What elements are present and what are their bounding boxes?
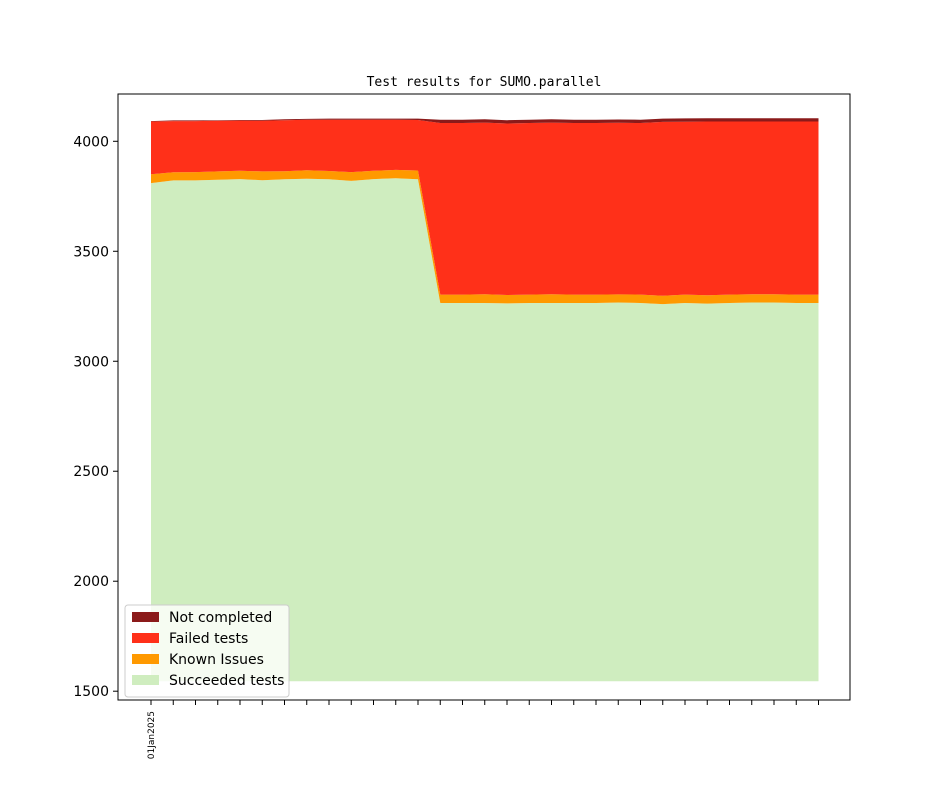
- legend-box: [124, 604, 290, 698]
- chart-title: Test results for SUMO.parallel: [367, 75, 602, 90]
- legend-label: Succeeded tests: [169, 673, 284, 689]
- area-succeeded-tests: [151, 178, 819, 682]
- legend: Not completed Failed tests Known Issues Suc…: [124, 604, 290, 698]
- area-failed-tests: [151, 119, 819, 296]
- y-tick-label: 4000: [73, 134, 109, 150]
- y-tick-label: 2000: [73, 574, 109, 590]
- legend-label: Known Issues: [169, 652, 264, 668]
- x-tick-label: 01Jan2025: [147, 711, 157, 759]
- x-axis: 01Jan2025: [147, 700, 819, 759]
- legend-swatch: [132, 654, 159, 664]
- y-tick-label: 2500: [73, 464, 109, 480]
- legend-label: Not completed: [169, 610, 272, 626]
- y-tick-label: 3000: [73, 354, 109, 370]
- y-axis: 1500 2000 2500 3000 3500 4000: [73, 134, 118, 700]
- chart-areas: [151, 118, 819, 682]
- legend-swatch: [132, 675, 159, 685]
- area-not-completed: [151, 118, 819, 124]
- legend-swatch: [132, 612, 159, 622]
- legend-swatch: [132, 633, 159, 643]
- y-tick-label: 3500: [73, 244, 109, 260]
- y-tick-label: 1500: [73, 684, 109, 700]
- plot-frame: [117, 93, 851, 701]
- legend-label: Failed tests: [169, 631, 248, 647]
